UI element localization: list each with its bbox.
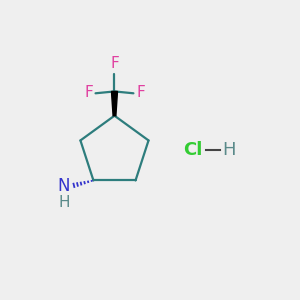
Text: F: F [110, 56, 119, 71]
Text: F: F [84, 85, 93, 100]
Text: N: N [58, 177, 70, 195]
Text: H: H [222, 141, 236, 159]
Text: H: H [59, 195, 70, 210]
Text: F: F [136, 85, 145, 100]
Text: Cl: Cl [183, 141, 202, 159]
Polygon shape [112, 92, 118, 116]
